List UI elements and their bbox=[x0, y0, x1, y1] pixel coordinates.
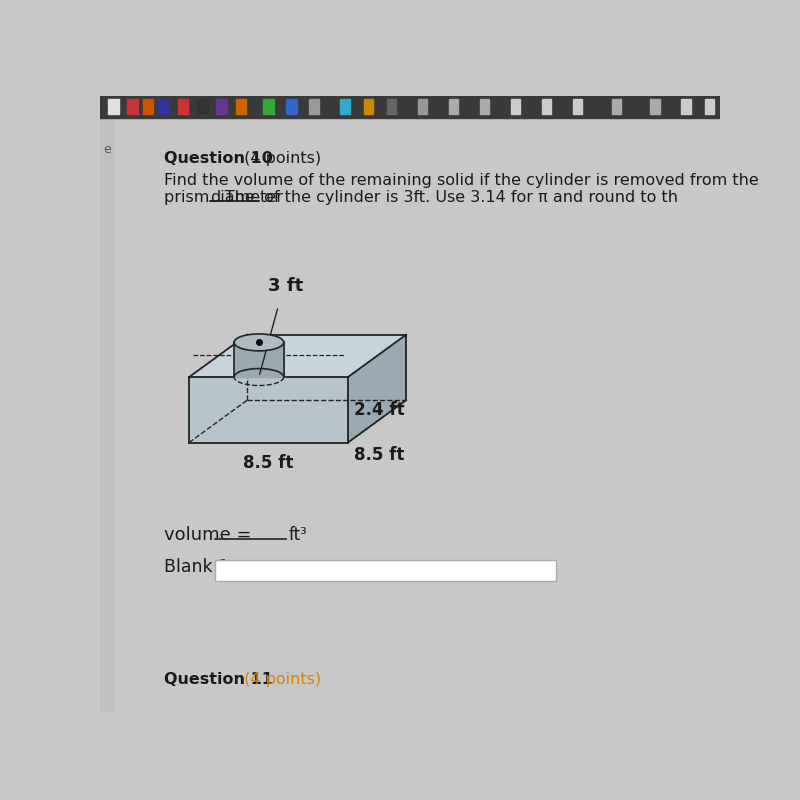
Bar bbox=[363, 99, 373, 114]
Text: 3 ft: 3 ft bbox=[268, 277, 304, 294]
Bar bbox=[108, 99, 118, 114]
Text: of the cylinder is 3ft. Use 3.14 for π and round to th: of the cylinder is 3ft. Use 3.14 for π a… bbox=[259, 190, 678, 205]
Text: 8.5 ft: 8.5 ft bbox=[354, 446, 405, 464]
Text: e: e bbox=[103, 143, 111, 157]
Text: ft³: ft³ bbox=[289, 526, 308, 544]
Bar bbox=[611, 99, 621, 114]
Polygon shape bbox=[234, 342, 284, 377]
Bar bbox=[418, 99, 427, 114]
Bar bbox=[386, 99, 396, 114]
Bar bbox=[650, 99, 659, 114]
Bar bbox=[310, 99, 318, 114]
Text: (4 points): (4 points) bbox=[238, 151, 321, 166]
Text: Question 10: Question 10 bbox=[163, 151, 273, 166]
Bar bbox=[542, 99, 551, 114]
Bar bbox=[573, 99, 582, 114]
Polygon shape bbox=[189, 334, 406, 377]
Bar bbox=[236, 99, 246, 114]
Text: prism.  The: prism. The bbox=[163, 190, 259, 205]
Bar bbox=[286, 99, 297, 114]
Bar bbox=[127, 99, 138, 114]
Text: Find the volume of the remaining solid if the cylinder is removed from the: Find the volume of the remaining solid i… bbox=[163, 173, 758, 188]
Bar bbox=[682, 99, 690, 114]
Text: (4 points): (4 points) bbox=[238, 672, 321, 687]
Bar bbox=[197, 99, 208, 114]
Bar bbox=[216, 99, 227, 114]
Text: volume =: volume = bbox=[163, 526, 257, 544]
Bar bbox=[480, 99, 489, 114]
Polygon shape bbox=[189, 377, 348, 442]
Bar bbox=[100, 118, 114, 712]
Text: diameter: diameter bbox=[210, 190, 283, 205]
Bar bbox=[510, 99, 520, 114]
Text: 2.4 ft: 2.4 ft bbox=[354, 401, 405, 418]
Bar bbox=[142, 99, 154, 114]
Bar bbox=[340, 99, 350, 114]
Bar bbox=[178, 99, 188, 114]
Bar bbox=[705, 99, 714, 114]
Text: Blank 1:: Blank 1: bbox=[163, 558, 234, 576]
Text: 8.5 ft: 8.5 ft bbox=[243, 454, 294, 472]
Text: Question 11: Question 11 bbox=[163, 672, 273, 687]
Bar bbox=[158, 99, 169, 114]
Ellipse shape bbox=[234, 334, 284, 351]
Bar bbox=[100, 96, 720, 118]
Bar bbox=[262, 99, 274, 114]
FancyBboxPatch shape bbox=[214, 559, 556, 581]
Polygon shape bbox=[348, 334, 406, 442]
Bar bbox=[449, 99, 458, 114]
